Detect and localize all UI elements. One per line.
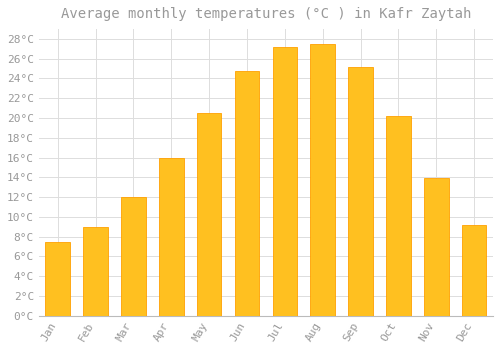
Bar — [348, 66, 373, 316]
Bar — [310, 44, 335, 316]
Bar — [84, 227, 108, 316]
Bar — [121, 197, 146, 316]
Bar — [272, 47, 297, 316]
Bar — [46, 241, 70, 316]
Bar — [159, 158, 184, 316]
Bar — [197, 113, 222, 316]
Bar — [386, 116, 410, 316]
Bar — [234, 71, 260, 316]
Title: Average monthly temperatures (°C ) in Kafr Zaytah: Average monthly temperatures (°C ) in Ka… — [60, 7, 471, 21]
Bar — [424, 178, 448, 316]
Bar — [462, 225, 486, 316]
